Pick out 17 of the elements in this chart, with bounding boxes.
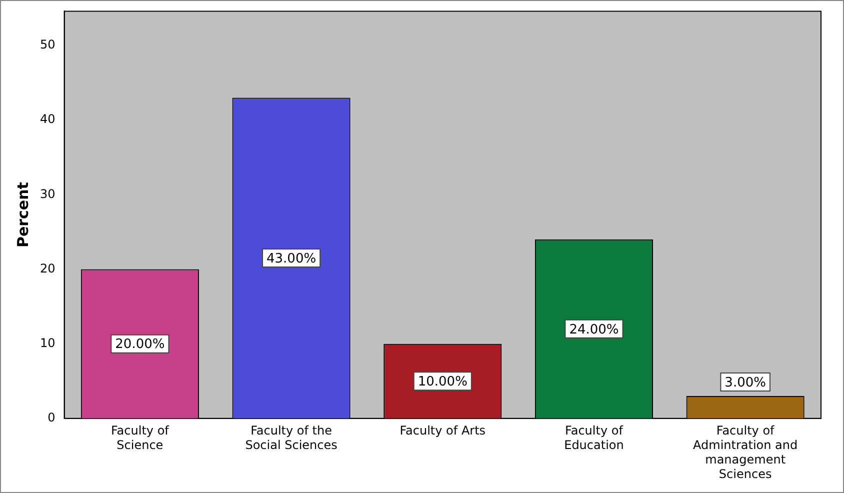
y-axis-title: Percent — [14, 182, 32, 248]
y-tick-label: 50 — [40, 38, 56, 52]
x-tick-label: Faculty of Science — [110, 424, 170, 452]
y-tick-label: 30 — [40, 186, 56, 201]
data-label: 3.00% — [724, 375, 766, 390]
x-tick-label: Faculty of Education — [564, 424, 624, 452]
x-tick-label: Faculty of Arts — [400, 424, 486, 438]
x-tick-label: Faculty of the Social Sciences — [245, 424, 338, 452]
y-tick-label: 10 — [40, 336, 56, 350]
data-label: 43.00% — [266, 251, 316, 266]
data-label: 10.00% — [418, 374, 468, 390]
y-tick-label: 20 — [40, 261, 56, 276]
x-tick-label: Faculty of Admintration and management Sciences — [693, 424, 798, 481]
y-tick-label: 40 — [40, 112, 56, 126]
y-tick-label: 0 — [48, 410, 56, 425]
data-label: 24.00% — [569, 322, 619, 338]
data-label: 20.00% — [115, 337, 165, 352]
